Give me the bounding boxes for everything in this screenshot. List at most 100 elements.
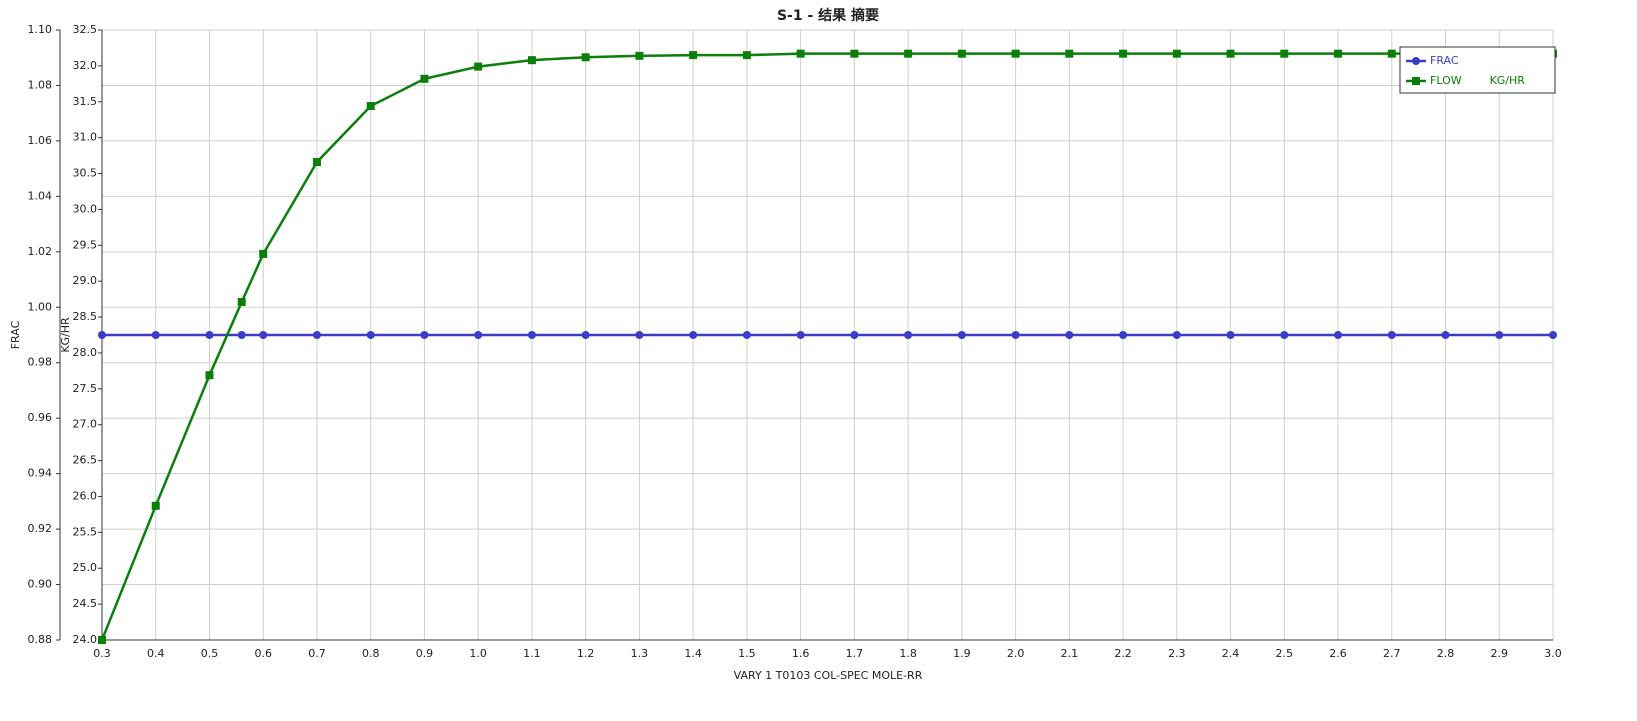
point (957, 331, 966, 339)
point (420, 74, 429, 83)
series-line (100, 52, 1553, 641)
point (151, 501, 160, 510)
x-tick-label: 1.6 (792, 647, 810, 660)
y2-tick-label: 32.0 (73, 59, 98, 72)
x-axis-label: VARY 1 T0103 COL-SPEC MOLE-RR (734, 669, 923, 682)
y-tick-label: 0.96 (28, 411, 53, 424)
y2-tick-label: 25.5 (73, 525, 98, 538)
x-tick-label: 1.8 (899, 647, 917, 660)
point (796, 49, 805, 58)
legend-marker (1412, 77, 1420, 85)
point (1119, 49, 1128, 58)
y2-tick-label: 27.0 (73, 418, 98, 431)
y2-tick-label: 24.5 (73, 597, 98, 610)
point (1065, 331, 1074, 339)
y-tick-label: 1.08 (28, 78, 53, 91)
y2-tick-label: 30.0 (73, 202, 98, 215)
point (259, 331, 268, 339)
point (1172, 331, 1181, 339)
y2-tick-label: 29.0 (73, 274, 98, 287)
x-tick-label: 0.9 (416, 647, 434, 660)
point (1172, 49, 1181, 58)
x-tick-label: 0.4 (147, 647, 165, 660)
y-tick-label: 1.10 (28, 23, 53, 36)
x-tick-label: 1.4 (684, 647, 702, 660)
y2-tick-label: 24.0 (73, 633, 98, 646)
point (98, 636, 106, 644)
x-tick-label: 1.5 (738, 647, 756, 660)
x-tick-label: 0.8 (362, 647, 380, 660)
x-tick-label: 2.7 (1383, 647, 1401, 660)
point (237, 297, 246, 306)
point (312, 158, 321, 167)
x-tick-label: 2.4 (1222, 647, 1240, 660)
y2-tick-label: 26.5 (73, 454, 98, 467)
point (1065, 49, 1074, 58)
y-tick-label: 0.94 (28, 467, 53, 480)
x-tick-label: 1.1 (523, 647, 541, 660)
point (689, 331, 698, 339)
point (1495, 331, 1504, 339)
y2-tick-label: 28.0 (73, 346, 98, 359)
point (366, 331, 375, 339)
point (904, 331, 913, 339)
legend-label: FLOW KG/HR (1430, 74, 1525, 87)
y2-tick-label: 32.5 (73, 23, 98, 36)
x-tick-label: 2.6 (1329, 647, 1347, 660)
point (205, 331, 214, 339)
y-tick-label: 1.06 (28, 134, 53, 147)
point (527, 56, 536, 65)
x-tick-label: 2.8 (1437, 647, 1455, 660)
y2-tick-label: 26.0 (73, 489, 98, 502)
legend-box (1399, 46, 1556, 94)
point (689, 51, 698, 60)
point (742, 51, 751, 60)
x-tick-label: 0.3 (93, 647, 111, 660)
point (366, 102, 375, 111)
point (1334, 331, 1343, 339)
point (581, 331, 590, 339)
point (1011, 331, 1020, 339)
point (1280, 49, 1289, 58)
x-tick-label: 2.3 (1168, 647, 1186, 660)
x-tick-label: 1.0 (469, 647, 487, 660)
point (259, 249, 268, 258)
x-tick-label: 2.1 (1061, 647, 1079, 660)
y2-tick-label: 27.5 (73, 382, 98, 395)
x-tick-label: 0.6 (254, 647, 272, 660)
x-tick-label: 0.7 (308, 647, 326, 660)
x-tick-label: 2.9 (1491, 647, 1509, 660)
point (205, 371, 214, 380)
y-tick-label: 0.92 (28, 522, 53, 535)
point (635, 51, 644, 60)
point (420, 331, 429, 339)
x-tick-label: 2.5 (1276, 647, 1294, 660)
x-tick-label: 1.2 (577, 647, 595, 660)
point (1011, 49, 1020, 58)
y2-tick-label: 28.5 (73, 310, 98, 323)
point (474, 62, 483, 71)
point (1280, 331, 1289, 339)
point (904, 49, 913, 58)
point (850, 49, 859, 58)
y2-tick-label: 30.5 (73, 167, 98, 180)
x-tick-label: 1.3 (631, 647, 649, 660)
y-tick-label: 0.88 (28, 633, 53, 646)
chart-title: S-1 - 结果 摘要 (777, 7, 879, 24)
y-tick-label: 0.98 (28, 356, 53, 369)
point (312, 331, 321, 339)
x-tick-label: 2.0 (1007, 647, 1025, 660)
legend-marker (1412, 57, 1420, 65)
point (1226, 331, 1235, 339)
point (850, 331, 859, 339)
x-tick-label: 0.5 (201, 647, 219, 660)
point (742, 331, 751, 339)
point (474, 331, 483, 339)
point (527, 331, 536, 339)
x-tick-label: 1.9 (953, 647, 971, 660)
y-tick-label: 0.90 (28, 578, 53, 591)
point (1441, 331, 1450, 339)
point (151, 331, 160, 339)
point (1387, 331, 1396, 339)
